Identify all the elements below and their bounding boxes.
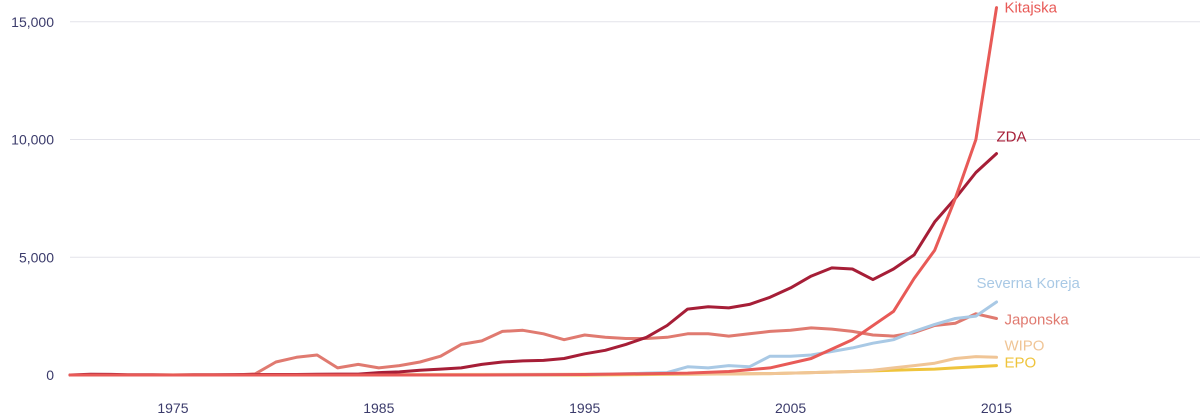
y-axis-tick-labels: 0 5,000 10,000 15,000 — [11, 14, 54, 383]
series-line-zda — [68, 152, 998, 377]
series-label-japonska: Japonska — [1004, 311, 1069, 328]
x-tick-label: 1985 — [363, 400, 394, 416]
x-tick-label: 1995 — [569, 400, 600, 416]
x-axis-tick-labels: 1975 1985 1995 2005 2015 — [157, 400, 1012, 416]
gridlines — [70, 21, 1200, 258]
series-lines — [68, 6, 998, 377]
series-label-zda: ZDA — [996, 129, 1026, 146]
y-tick-label: 15,000 — [11, 14, 54, 30]
x-tick-label: 2015 — [981, 400, 1012, 416]
series-line-kitajska — [68, 6, 998, 377]
x-tick-label: 2005 — [775, 400, 806, 416]
y-tick-label: 0 — [46, 367, 54, 383]
series-label-kitajska: Kitajska — [1004, 0, 1057, 17]
series-line-japonska — [68, 312, 998, 377]
x-tick-label: 1975 — [157, 400, 188, 416]
series-line-severna-koreja — [68, 300, 998, 377]
series-label-wipo: WIPO — [1004, 337, 1044, 354]
y-tick-label: 10,000 — [11, 132, 54, 148]
series-label-severna-koreja: Severna Koreja — [976, 275, 1080, 292]
series-label-epo: EPO — [1004, 355, 1036, 372]
y-tick-label: 5,000 — [19, 249, 54, 265]
series-line-wipo — [68, 355, 998, 377]
